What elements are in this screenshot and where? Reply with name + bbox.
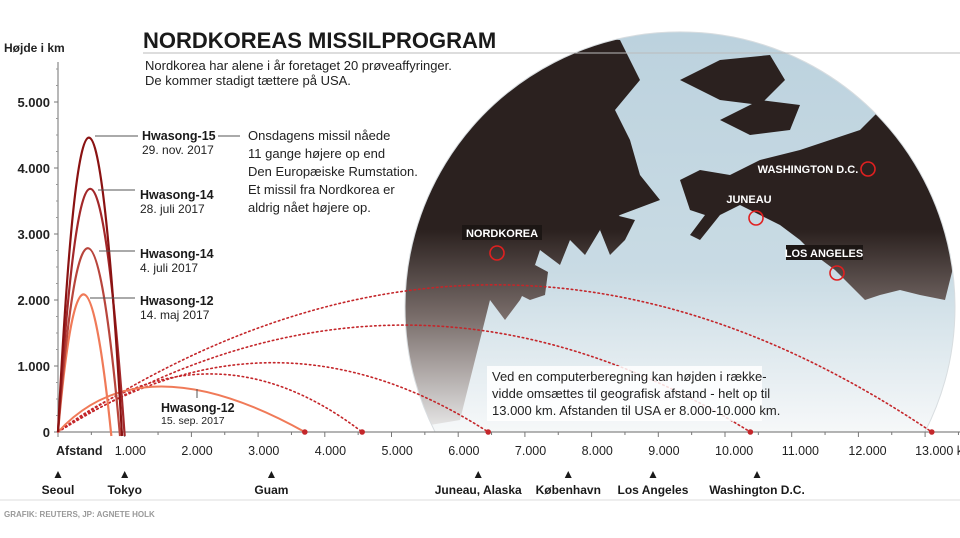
lofted-trajectory bbox=[56, 293, 113, 437]
svg-text:14. maj 2017: 14. maj 2017 bbox=[140, 308, 210, 322]
svg-text:JUNEAU: JUNEAU bbox=[726, 194, 771, 206]
axes: 0 1.000 2.000 3.000 4.000 5.000 Afstand 1.000 2.… bbox=[17, 62, 960, 458]
target-circle bbox=[829, 265, 845, 281]
target-circle bbox=[748, 210, 764, 226]
lofted-trajectory bbox=[56, 136, 124, 437]
globe-label-juneau: JUNEAU bbox=[726, 194, 772, 226]
svg-text:13.000 km. Afstanden til USA e: 13.000 km. Afstanden til USA er 8.000-10… bbox=[492, 403, 780, 418]
x-axis-label: Afstand bbox=[56, 444, 103, 458]
y-axis-label: Højde i km bbox=[4, 41, 65, 55]
credit: GRAFIK: REUTERS, JP: AGNETE HOLK bbox=[4, 510, 155, 519]
city-label: Tokyo bbox=[107, 483, 141, 497]
target-circle bbox=[489, 245, 505, 261]
range-note: Ved en computerberegning kan højden i ræ… bbox=[487, 366, 780, 421]
svg-text:4. juli 2017: 4. juli 2017 bbox=[140, 261, 198, 275]
city-label: Los Angeles bbox=[618, 483, 689, 497]
svg-text:15. sep. 2017: 15. sep. 2017 bbox=[161, 415, 225, 427]
svg-text:NORDKOREA: NORDKOREA bbox=[466, 228, 538, 240]
callout-hwasong-12-may: Hwasong-12 14. maj 2017 bbox=[90, 294, 214, 322]
svg-text:Hwasong-14: Hwasong-14 bbox=[140, 188, 214, 202]
y-tick-label: 4.000 bbox=[17, 161, 50, 176]
x-tick-label: 6.000 bbox=[448, 444, 479, 458]
y-tick-label: 0 bbox=[43, 425, 50, 440]
trajectory-hwasong-12-sep bbox=[57, 385, 306, 433]
callout-hwasong-15: Hwasong-15 29. nov. 2017 bbox=[95, 129, 240, 157]
city-label: Seoul bbox=[42, 483, 75, 497]
x-tick-label: 8.000 bbox=[582, 444, 613, 458]
svg-text:Ved en computerberegning kan h: Ved en computerberegning kan højden i ræ… bbox=[492, 369, 767, 384]
x-tick-label: 12.000 bbox=[848, 444, 886, 458]
x-tick-label: 5.000 bbox=[382, 444, 413, 458]
impact-point bbox=[928, 429, 935, 435]
svg-text:29. nov. 2017: 29. nov. 2017 bbox=[142, 143, 214, 157]
city-markers: Seoul Tokyo Guam Juneau, Alaska København Los… bbox=[42, 471, 805, 497]
globe-label-washington: WASHINGTON D.C. bbox=[758, 161, 876, 177]
city-marker-icon bbox=[564, 471, 572, 478]
svg-text:11 gange højere op end: 11 gange højere op end bbox=[248, 146, 385, 161]
globe-label-los-angeles: LOS ANGELES bbox=[785, 245, 863, 281]
lofted-trajectory bbox=[56, 247, 122, 437]
svg-text:28. juli 2017: 28. juli 2017 bbox=[140, 202, 205, 216]
city-label: København bbox=[536, 483, 601, 497]
city-label: Juneau, Alaska bbox=[435, 483, 522, 497]
y-tick-label: 1.000 bbox=[17, 359, 50, 374]
svg-text:aldrig nået højere op.: aldrig nået højere op. bbox=[248, 200, 371, 215]
projected-trajectory bbox=[57, 284, 933, 433]
callout-hwasong-14-jul28: Hwasong-14 28. juli 2017 bbox=[98, 188, 214, 216]
projected-trajectory bbox=[57, 373, 363, 433]
city-marker-icon bbox=[121, 471, 129, 478]
impact-point bbox=[359, 429, 365, 435]
subtitle-line: Nordkorea har alene i år foretaget 20 pr… bbox=[145, 58, 452, 73]
x-tick-label: 7.000 bbox=[515, 444, 546, 458]
y-tick-label: 3.000 bbox=[17, 227, 50, 242]
y-tick-label: 5.000 bbox=[17, 95, 50, 110]
city-marker-icon bbox=[267, 471, 275, 478]
x-tick-label: 9.000 bbox=[648, 444, 679, 458]
svg-text:Et missil fra Nordkorea er: Et missil fra Nordkorea er bbox=[248, 182, 395, 197]
x-tick-label: 1.000 bbox=[115, 444, 146, 458]
svg-text:vidde omsættes til geografisk: vidde omsættes til geografisk afstand - … bbox=[492, 386, 770, 401]
city-marker-icon bbox=[474, 471, 482, 478]
globe-label-nordkorea: NORDKOREA bbox=[462, 225, 542, 261]
svg-text:Den Europæiske Rumstation.: Den Europæiske Rumstation. bbox=[248, 164, 418, 179]
svg-text:LOS ANGELES: LOS ANGELES bbox=[785, 248, 863, 260]
city-marker-icon bbox=[54, 471, 62, 478]
svg-text:Hwasong-12: Hwasong-12 bbox=[161, 401, 235, 415]
impact-point bbox=[485, 429, 492, 435]
city-label: Guam bbox=[254, 483, 288, 497]
svg-text:WASHINGTON D.C.: WASHINGTON D.C. bbox=[758, 164, 859, 176]
impact-point bbox=[301, 429, 308, 435]
callout-hwasong-14-jul4: Hwasong-14 4. juli 2017 bbox=[99, 247, 214, 275]
x-tick-label: 3.000 bbox=[248, 444, 279, 458]
city-marker-icon bbox=[753, 471, 761, 478]
target-circle bbox=[860, 161, 876, 177]
page-title: NORDKOREAS MISSILPROGRAM bbox=[143, 28, 496, 53]
svg-text:Hwasong-14: Hwasong-14 bbox=[140, 247, 214, 261]
city-marker-icon bbox=[649, 471, 657, 478]
annotation-text: Onsdagens missil nåede 11 gange højere o… bbox=[248, 128, 418, 215]
globe-outline bbox=[404, 31, 956, 433]
x-tick-label: 13.000 km bbox=[915, 444, 960, 458]
impact-point bbox=[747, 429, 754, 435]
svg-text:Onsdagens missil nåede: Onsdagens missil nåede bbox=[248, 128, 390, 143]
city-label: Washington D.C. bbox=[709, 483, 805, 497]
subtitle-line: De kommer stadigt tættere på USA. bbox=[145, 73, 351, 88]
x-tick-label: 10.000 bbox=[715, 444, 753, 458]
x-tick-label: 4.000 bbox=[315, 444, 346, 458]
callout-hwasong-12-sep: Hwasong-12 15. sep. 2017 bbox=[161, 389, 235, 427]
y-tick-label: 2.000 bbox=[17, 293, 50, 308]
svg-text:Hwasong-12: Hwasong-12 bbox=[140, 294, 214, 308]
x-tick-label: 2.000 bbox=[181, 444, 212, 458]
x-tick-label: 11.000 bbox=[782, 444, 819, 458]
svg-text:Hwasong-15: Hwasong-15 bbox=[142, 129, 216, 143]
